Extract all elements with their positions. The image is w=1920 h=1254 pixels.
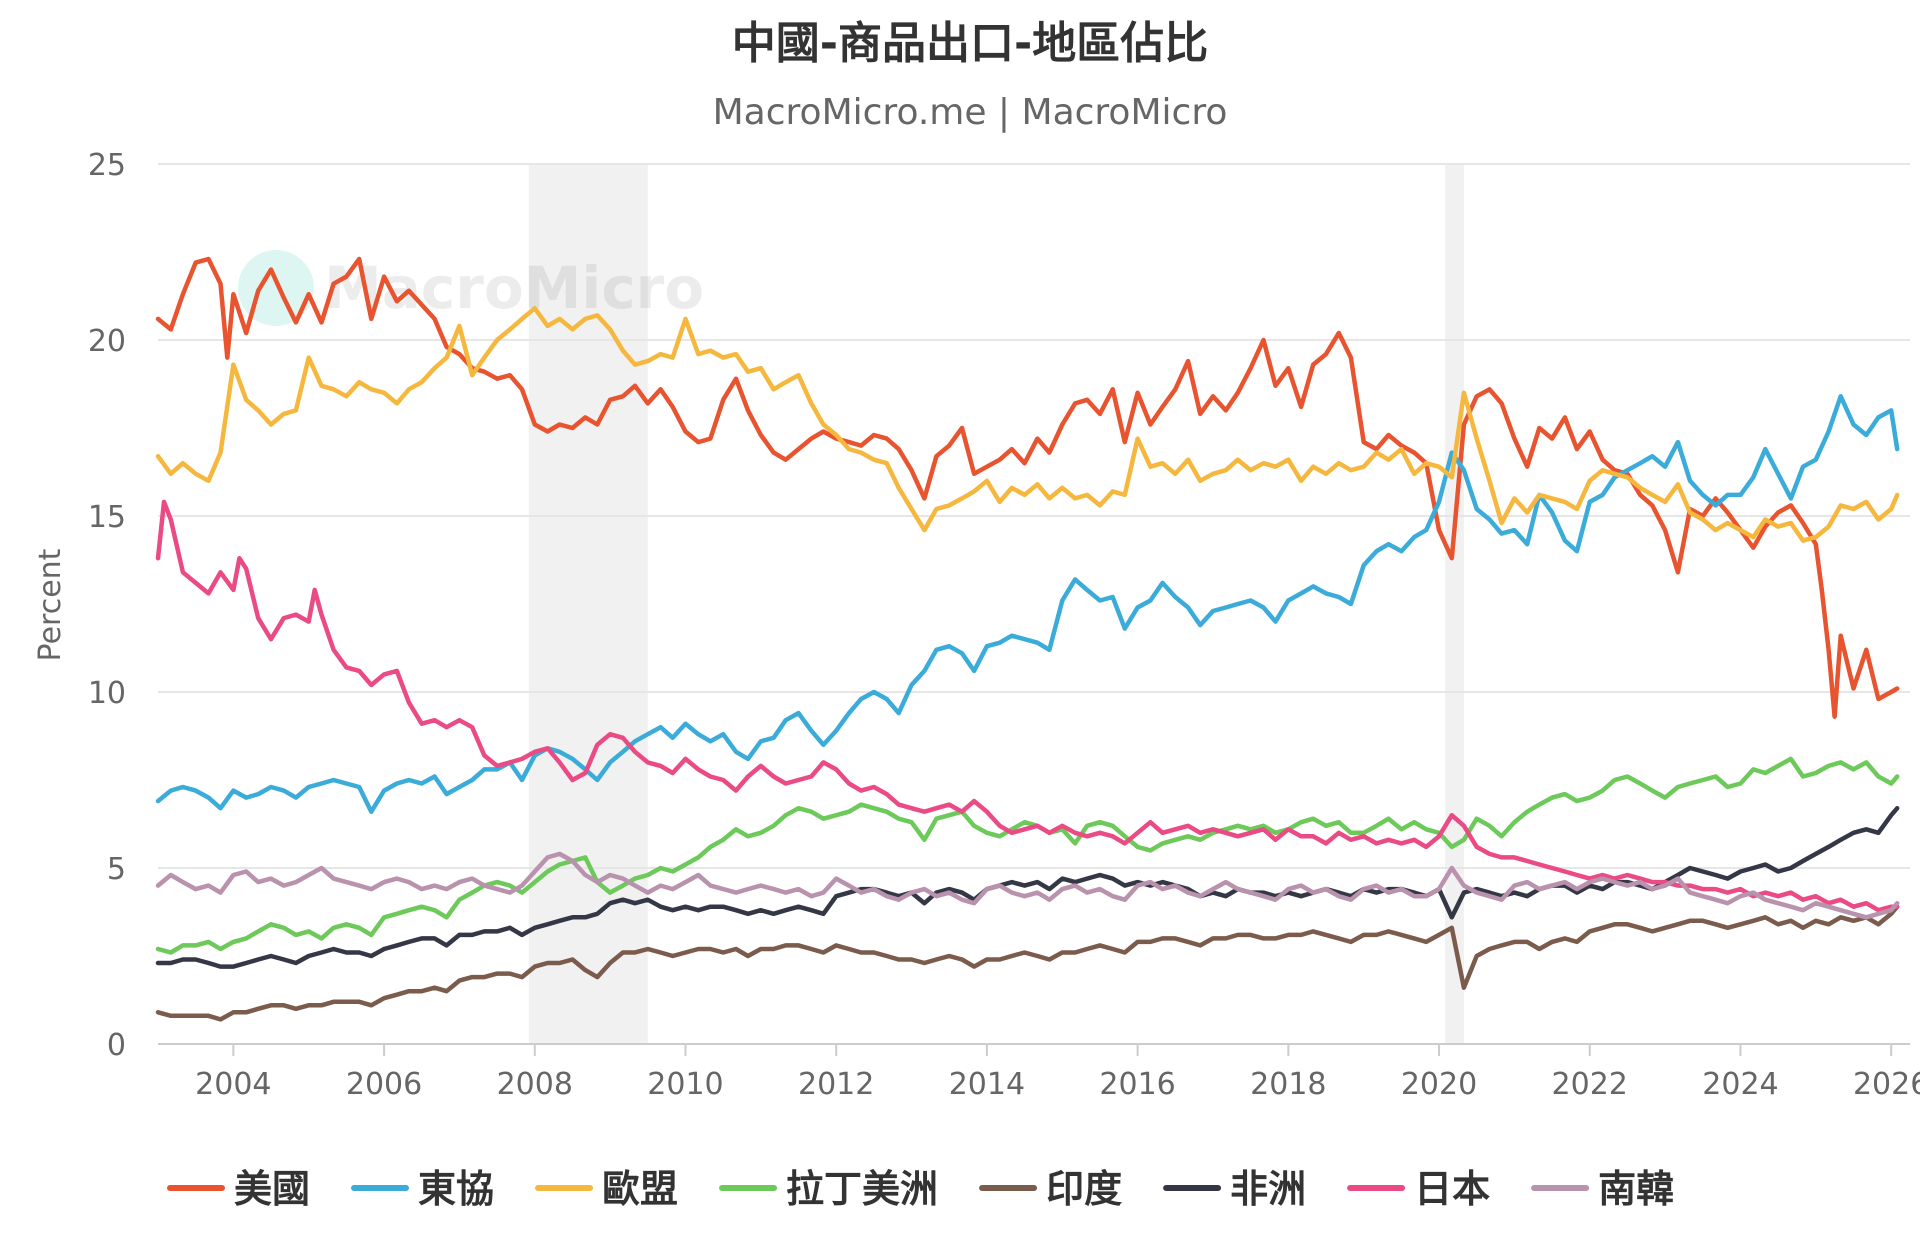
series-line-3 — [155, 756, 1900, 955]
x-tick-label: 2026 — [1853, 1067, 1920, 1102]
legend: 美國 東協 歐盟 拉丁美洲 印度 非洲 日本 南韓 — [167, 1167, 1674, 1211]
x-tick-label: 2010 — [647, 1067, 723, 1102]
x-tick-label: 2024 — [1702, 1067, 1778, 1102]
y-axis-ticks: 0 5 10 15 20 25 — [88, 148, 126, 1063]
y-tick-label: 20 — [88, 324, 126, 359]
legend-label-3: 拉丁美洲 — [786, 1167, 938, 1211]
y-tick-label: 5 — [107, 852, 126, 887]
series-line-2 — [155, 306, 1900, 543]
legend-label-5: 非洲 — [1230, 1167, 1306, 1211]
x-axis-ticks: 2004 2006 2008 2010 2012 2014 2016 2018 2020 2022… — [195, 1044, 1920, 1102]
watermark-logo-icon — [238, 250, 314, 326]
series-line-7 — [155, 851, 1900, 920]
y-tick-label: 10 — [88, 676, 126, 711]
legend-label-1: 東協 — [418, 1167, 494, 1211]
x-tick-label: 2022 — [1552, 1067, 1628, 1102]
x-tick-label: 2016 — [1099, 1067, 1175, 1102]
recession-band-0 — [528, 164, 648, 1044]
x-tick-label: 2020 — [1401, 1067, 1477, 1102]
x-tick-label: 2008 — [497, 1067, 573, 1102]
y-tick-label: 0 — [107, 1028, 126, 1063]
legend-label-6: 日本 — [1414, 1167, 1490, 1211]
y-tick-label: 25 — [88, 148, 126, 183]
legend-label-2: 歐盟 — [602, 1167, 678, 1211]
y-axis-title: Percent — [33, 548, 68, 661]
x-tick-label: 2006 — [346, 1067, 422, 1102]
legend-label-7: 南韓 — [1598, 1167, 1674, 1211]
legend-label-4: 印度 — [1046, 1167, 1122, 1211]
x-tick-label: 2018 — [1250, 1067, 1326, 1102]
legend-label-0: 美國 — [234, 1167, 310, 1211]
grid-layer — [158, 163, 1910, 869]
series-line-6 — [155, 499, 1900, 913]
series-line-4 — [155, 904, 1900, 1022]
y-tick-label: 15 — [88, 500, 126, 535]
series-line-1 — [155, 394, 1900, 814]
watermark: MacroMicro — [238, 250, 704, 326]
watermark-text: MacroMicro — [324, 254, 704, 322]
series-layer — [155, 256, 1900, 1022]
x-tick-label: 2004 — [195, 1067, 271, 1102]
x-tick-label: 2012 — [798, 1067, 874, 1102]
chart-title: 中國-商品出口-地區佔比 — [732, 18, 1209, 69]
chart-subtitle: MacroMicro.me | MacroMicro — [713, 92, 1228, 133]
x-tick-label: 2014 — [949, 1067, 1025, 1102]
